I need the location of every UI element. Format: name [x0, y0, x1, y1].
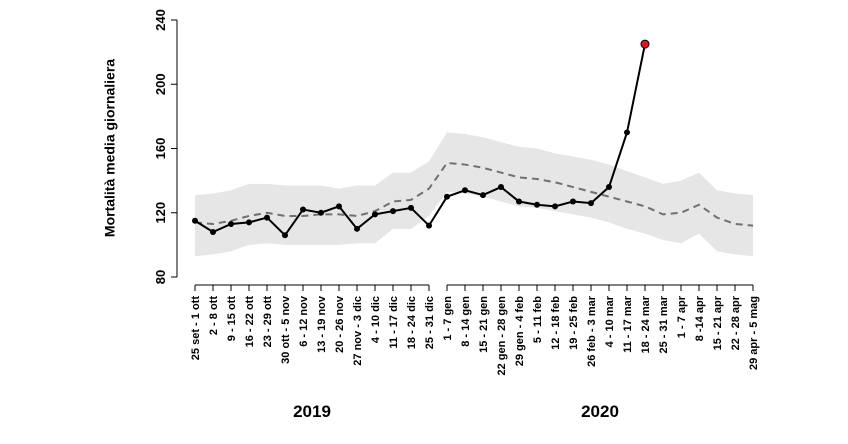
data-point — [426, 222, 432, 229]
data-point — [640, 39, 650, 49]
band — [195, 132, 753, 257]
y-axis-label: Mortalità media giornaliera — [102, 59, 118, 237]
group-label: 2019 — [293, 402, 331, 421]
x-tick-label: 8 -14 apr — [694, 295, 706, 341]
y-tick-label: 200 — [153, 73, 168, 95]
data-point — [264, 214, 270, 221]
x-tick-label: 4 - 10 dic — [370, 296, 382, 343]
x-tick-label: 18 - 24 mar — [640, 295, 652, 353]
y-tick-label: 160 — [153, 138, 168, 160]
x-tick-label: 25 set - 1 ott — [190, 296, 202, 361]
data-point — [606, 184, 612, 191]
x-tick-label: 23 - 29 ott — [262, 296, 274, 348]
data-point — [588, 200, 594, 207]
x-tick-label: 19 - 25 feb — [568, 296, 580, 350]
x-tick-label: 1 - 7 gen — [442, 296, 454, 341]
x-tick-label: 25 - 31 dic — [424, 296, 436, 349]
group-label: 2020 — [581, 402, 619, 421]
data-point — [372, 211, 378, 218]
x-tick-label: 26 feb - 3 mar — [586, 295, 598, 367]
y-tick-label: 80 — [153, 270, 168, 284]
x-tick-label: 1 - 7 apr — [676, 295, 688, 338]
y-tick-label: 120 — [153, 202, 168, 224]
x-tick-label: 11 - 17 mar — [622, 295, 634, 353]
data-point — [570, 198, 576, 205]
data-point — [498, 184, 504, 191]
x-tick-label: 11 - 17 dic — [388, 296, 400, 349]
x-tick-label: 18 - 24 dic — [406, 296, 418, 349]
x-tick-label: 6 - 12 nov — [298, 295, 310, 347]
x-tick-label: 15 - 21 apr — [712, 295, 724, 350]
x-tick-label: 15 - 21 gen — [478, 296, 490, 353]
series-line — [194, 161, 754, 227]
data-point — [210, 229, 216, 236]
data-point — [354, 225, 360, 232]
data-point — [390, 208, 396, 215]
x-tick-label: 13 - 19 nov — [316, 295, 328, 353]
x-tick-label: 2 - 8 ott — [208, 296, 220, 335]
x-tick-label: 29 apr - 5 mag — [748, 296, 760, 370]
x-tick-label: 22 - 28 apr — [730, 295, 742, 350]
x-tick-label: 20 - 26 nov — [334, 295, 346, 353]
x-tick-label: 4 - 10 mar — [604, 295, 616, 347]
x-tick-label: 30 ott - 5 nov — [280, 295, 292, 364]
x-tick-label: 5 - 11 feb — [532, 296, 544, 343]
data-point — [462, 187, 468, 194]
x-tick-label: 9 - 15 ott — [226, 296, 238, 342]
x-tick-label: 22 gen - 28 gen — [496, 296, 508, 376]
data-point — [300, 206, 306, 213]
x-tick-label: 16 - 22 ott — [244, 296, 256, 348]
data-point — [228, 220, 234, 227]
x-tick-label: 29 gen - 4 feb — [514, 296, 526, 367]
data-point — [534, 201, 540, 208]
x-tick-label: 8 - 14 gen — [460, 296, 472, 347]
data-point — [552, 203, 558, 210]
series-line — [194, 43, 646, 237]
data-point — [336, 203, 342, 210]
data-point — [624, 129, 630, 136]
data-point — [246, 219, 252, 226]
data-point — [282, 232, 288, 239]
y-tick-label: 240 — [153, 9, 168, 31]
data-point — [408, 204, 414, 211]
data-point — [480, 192, 486, 199]
data-point — [192, 217, 198, 224]
x-tick-label: 12 - 18 feb — [550, 296, 562, 350]
x-tick-label: 25 - 31 mar — [658, 295, 670, 353]
data-point — [516, 198, 522, 205]
data-point — [444, 193, 450, 200]
x-tick-label: 27 nov - 3 dic — [352, 296, 364, 366]
data-point — [318, 209, 324, 216]
